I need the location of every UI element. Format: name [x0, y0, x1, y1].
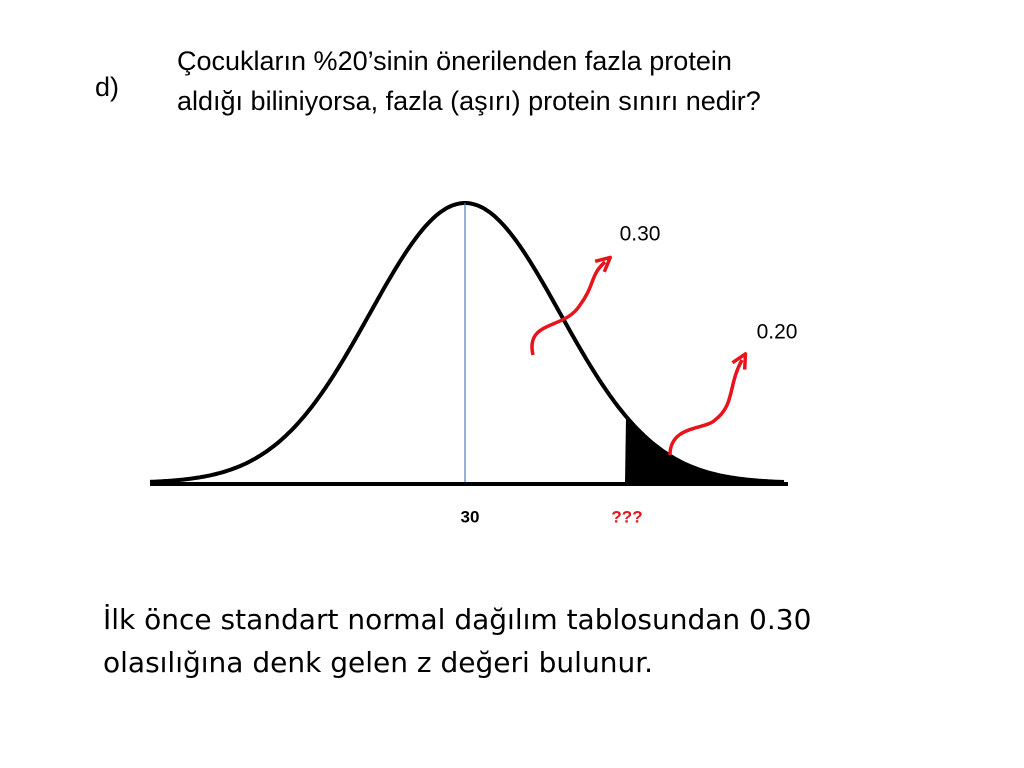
cutoff-label: ??? [611, 507, 642, 526]
explanation-line: İlk önce standart normal dağılım tablosu… [103, 603, 811, 636]
mean-label: 30 [461, 507, 480, 526]
explanation-line: olasılığına denk gelen z değeri bulunur. [103, 646, 653, 679]
question-line: aldığı biliniyorsa, fazla (aşırı) protei… [177, 86, 761, 116]
shaded-tail [625, 416, 785, 484]
part-label: d) [95, 72, 119, 102]
normal-curve-group [149, 201, 785, 484]
arrow [668, 360, 742, 456]
area-label: 0.30 [620, 223, 661, 246]
question-line: Çocukların %20’sinin önerilenden fazla p… [177, 46, 732, 76]
arrow [530, 262, 605, 356]
area-label: 0.20 [757, 321, 798, 344]
normal-curve [149, 201, 785, 484]
